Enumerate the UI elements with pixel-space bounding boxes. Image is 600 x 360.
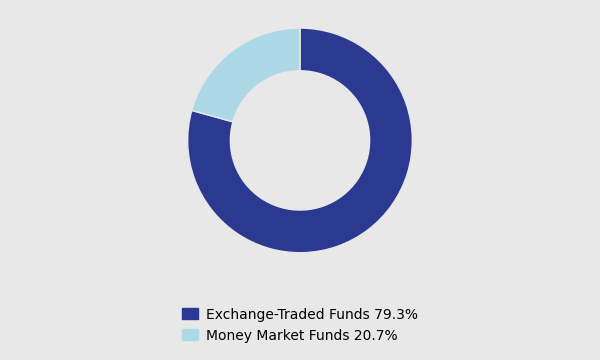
Wedge shape — [192, 28, 300, 122]
Legend: Exchange-Traded Funds 79.3%, Money Market Funds 20.7%: Exchange-Traded Funds 79.3%, Money Marke… — [175, 301, 425, 350]
Wedge shape — [188, 28, 412, 253]
